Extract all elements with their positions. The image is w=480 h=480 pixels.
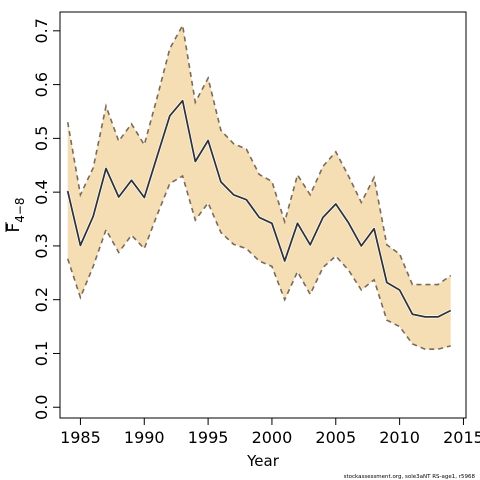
estimate-line	[66, 99, 452, 318]
x-tick-label: 2010	[379, 428, 420, 447]
footnote: stockassessment.org, sole3aNT RS-age1, r…	[344, 474, 476, 480]
plot-area	[66, 22, 452, 351]
y-tick-label: 0.0	[32, 395, 51, 420]
plot-frame	[59, 11, 467, 419]
x-axis: 1985 1990 1995 2000 2005 2010 2015	[60, 418, 480, 447]
x-tick-label: 1995	[188, 428, 229, 447]
upper-bound-line	[66, 22, 452, 286]
y-tick-label: 0.7	[32, 18, 51, 43]
y-axis-title-sub: 4−8	[13, 197, 27, 222]
x-tick-label: 2000	[252, 428, 293, 447]
lower-bound-line	[66, 174, 451, 351]
x-tick-label: 2015	[443, 428, 480, 447]
y-tick-label: 0.5	[32, 126, 51, 151]
y-tick-label: 0.3	[32, 233, 51, 258]
x-axis-title: Year	[246, 452, 280, 470]
y-tick-label: 0.2	[32, 287, 51, 312]
y-tick-label: 0.4	[32, 179, 51, 204]
y-tick-label: 0.1	[32, 341, 51, 366]
y-axis-title: F4−8	[4, 197, 27, 232]
svg-text:F4−8: F4−8	[4, 197, 27, 232]
x-tick-label: 1985	[60, 428, 101, 447]
y-tick-label: 0.6	[32, 72, 51, 97]
confidence-band	[67, 25, 451, 350]
y-axis: 0.0 0.1 0.2 0.3 0.4 0.5 0.6 0.7	[32, 18, 60, 420]
x-tick-label: 1990	[124, 428, 165, 447]
y-axis-title-main: F	[4, 223, 24, 233]
x-tick-label: 2005	[315, 428, 356, 447]
